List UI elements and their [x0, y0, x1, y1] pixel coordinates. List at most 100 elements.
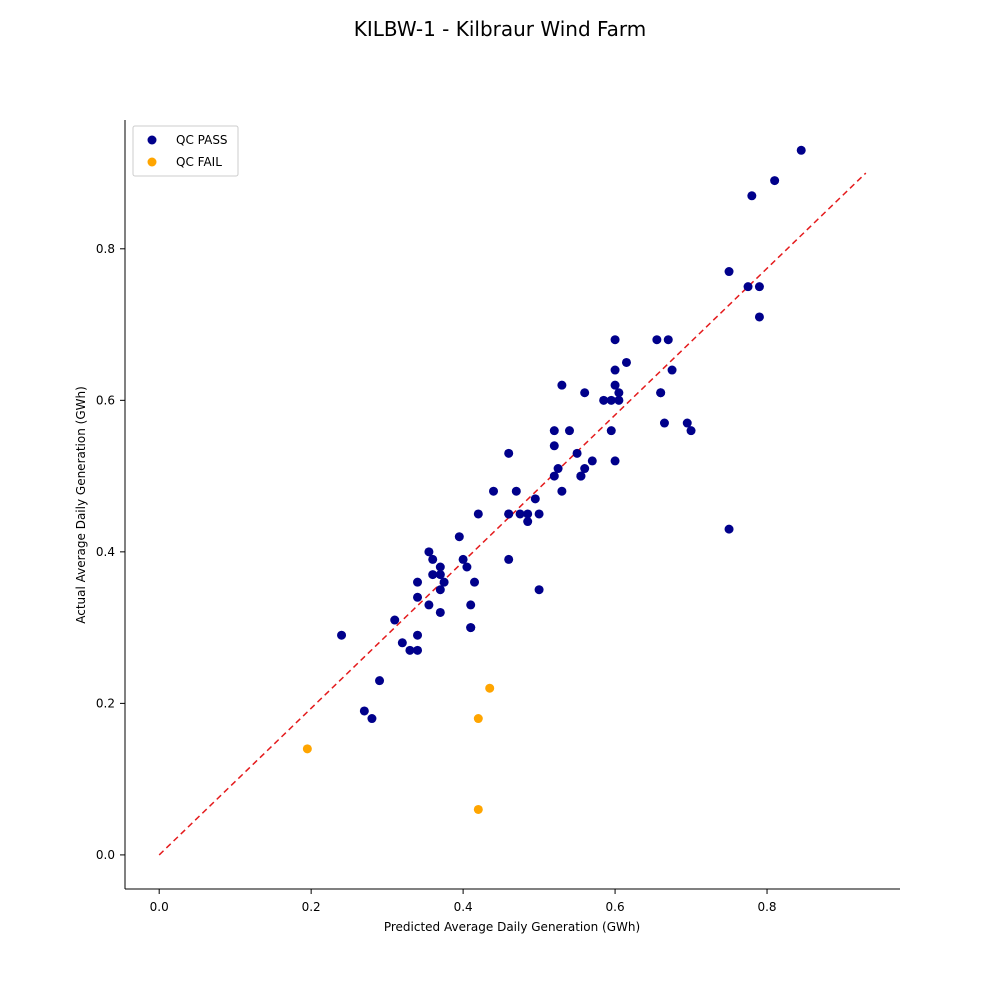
data-point-qc-pass — [428, 554, 438, 564]
data-point-qc-pass — [599, 395, 609, 405]
legend-marker-qc-pass — [147, 135, 157, 145]
data-point-qc-pass — [466, 600, 476, 610]
data-point-qc-pass — [424, 547, 434, 557]
data-point-qc-pass — [489, 486, 499, 496]
x-tick-label: 0.0 — [150, 900, 169, 914]
data-point-qc-pass — [504, 554, 514, 564]
data-point-qc-pass — [724, 524, 734, 534]
data-point-qc-pass — [454, 532, 464, 542]
data-point-qc-pass — [606, 426, 616, 436]
data-point-qc-pass — [659, 418, 669, 428]
data-point-qc-pass — [754, 312, 764, 322]
data-point-qc-pass — [610, 335, 620, 345]
data-point-qc-pass — [435, 570, 445, 580]
y-ticks: 0.0 0.2 0.4 0.6 0.8 — [96, 242, 125, 862]
data-point-qc-pass — [523, 517, 533, 527]
data-point-qc-pass — [458, 554, 468, 564]
data-point-qc-pass — [606, 395, 616, 405]
data-point-qc-pass — [428, 570, 438, 580]
data-point-qc-fail — [473, 714, 483, 724]
data-point-qc-pass — [652, 335, 662, 345]
data-point-qc-pass — [337, 630, 347, 640]
data-point-qc-pass — [435, 562, 445, 572]
data-point-qc-pass — [470, 577, 480, 587]
data-point-qc-pass — [553, 464, 563, 474]
y-tick-label: 0.0 — [96, 848, 115, 862]
y-tick-label: 0.4 — [96, 545, 115, 559]
data-point-qc-pass — [534, 585, 544, 595]
data-point-qc-pass — [610, 380, 620, 390]
legend: QC PASS QC FAIL — [132, 125, 239, 177]
data-point-qc-pass — [610, 456, 620, 466]
data-point-qc-pass — [587, 456, 597, 466]
data-point-qc-pass — [743, 282, 753, 292]
data-point-qc-pass — [724, 267, 734, 277]
data-point-qc-pass — [564, 426, 574, 436]
data-point-qc-pass — [413, 630, 423, 640]
data-point-qc-pass — [359, 706, 369, 716]
chart-title: KILBW-1 - Kilbraur Wind Farm — [354, 17, 647, 41]
data-point-qc-pass — [663, 335, 673, 345]
data-point-qc-pass — [549, 441, 559, 451]
data-point-qc-pass — [656, 388, 666, 398]
data-point-qc-pass — [375, 676, 385, 686]
y-tick-label: 0.6 — [96, 393, 115, 407]
data-point-qc-fail — [485, 683, 495, 693]
data-point-qc-pass — [367, 714, 377, 724]
data-point-qc-pass — [530, 494, 540, 504]
y-tick-label: 0.8 — [96, 242, 115, 256]
data-point-qc-pass — [580, 464, 590, 474]
data-point-qc-pass — [557, 486, 567, 496]
data-point-qc-pass — [504, 448, 514, 458]
x-tick-label: 0.4 — [454, 900, 473, 914]
data-point-qc-pass — [686, 426, 696, 436]
data-point-qc-pass — [614, 388, 624, 398]
data-point-qc-fail — [473, 804, 483, 814]
data-point-qc-pass — [667, 365, 677, 375]
data-point-qc-pass — [435, 607, 445, 617]
data-point-qc-pass — [549, 471, 559, 481]
legend-label-qc-pass: QC PASS — [176, 133, 228, 147]
data-point-qc-pass — [557, 380, 567, 390]
data-point-qc-pass — [413, 645, 423, 655]
data-point-qc-pass — [621, 357, 631, 367]
y-axis-label: Actual Average Daily Generation (GWh) — [74, 386, 88, 624]
data-point-qc-pass — [576, 471, 586, 481]
data-point-qc-pass — [413, 577, 423, 587]
data-point-qc-pass — [682, 418, 692, 428]
data-point-qc-pass — [515, 509, 525, 519]
data-point-qc-pass — [796, 145, 806, 155]
data-point-qc-pass — [405, 645, 415, 655]
data-point-qc-pass — [390, 615, 400, 625]
data-point-qc-pass — [466, 623, 476, 633]
data-point-qc-pass — [439, 577, 449, 587]
data-point-qc-fail — [302, 744, 312, 754]
data-point-qc-pass — [580, 388, 590, 398]
data-point-qc-pass — [549, 426, 559, 436]
data-point-qc-pass — [770, 176, 780, 186]
data-point-qc-pass — [572, 448, 582, 458]
data-points — [302, 145, 806, 814]
data-point-qc-pass — [511, 486, 521, 496]
x-tick-label: 0.2 — [302, 900, 321, 914]
data-point-qc-pass — [523, 509, 533, 519]
legend-box — [132, 125, 239, 177]
data-point-qc-pass — [754, 282, 764, 292]
data-point-qc-pass — [473, 509, 483, 519]
x-axis-label: Predicted Average Daily Generation (GWh) — [384, 920, 640, 934]
data-point-qc-pass — [435, 585, 445, 595]
x-ticks: 0.0 0.2 0.4 0.6 0.8 — [150, 889, 777, 914]
data-point-qc-pass — [534, 509, 544, 519]
data-point-qc-pass — [413, 592, 423, 602]
data-point-qc-pass — [424, 600, 434, 610]
data-point-qc-pass — [462, 562, 472, 572]
data-point-qc-pass — [747, 191, 757, 201]
y-tick-label: 0.2 — [96, 696, 115, 710]
legend-marker-qc-fail — [147, 157, 157, 167]
data-point-qc-pass — [610, 365, 620, 375]
data-point-qc-pass — [397, 638, 407, 648]
axes — [124, 120, 900, 890]
x-tick-label: 0.8 — [757, 900, 776, 914]
